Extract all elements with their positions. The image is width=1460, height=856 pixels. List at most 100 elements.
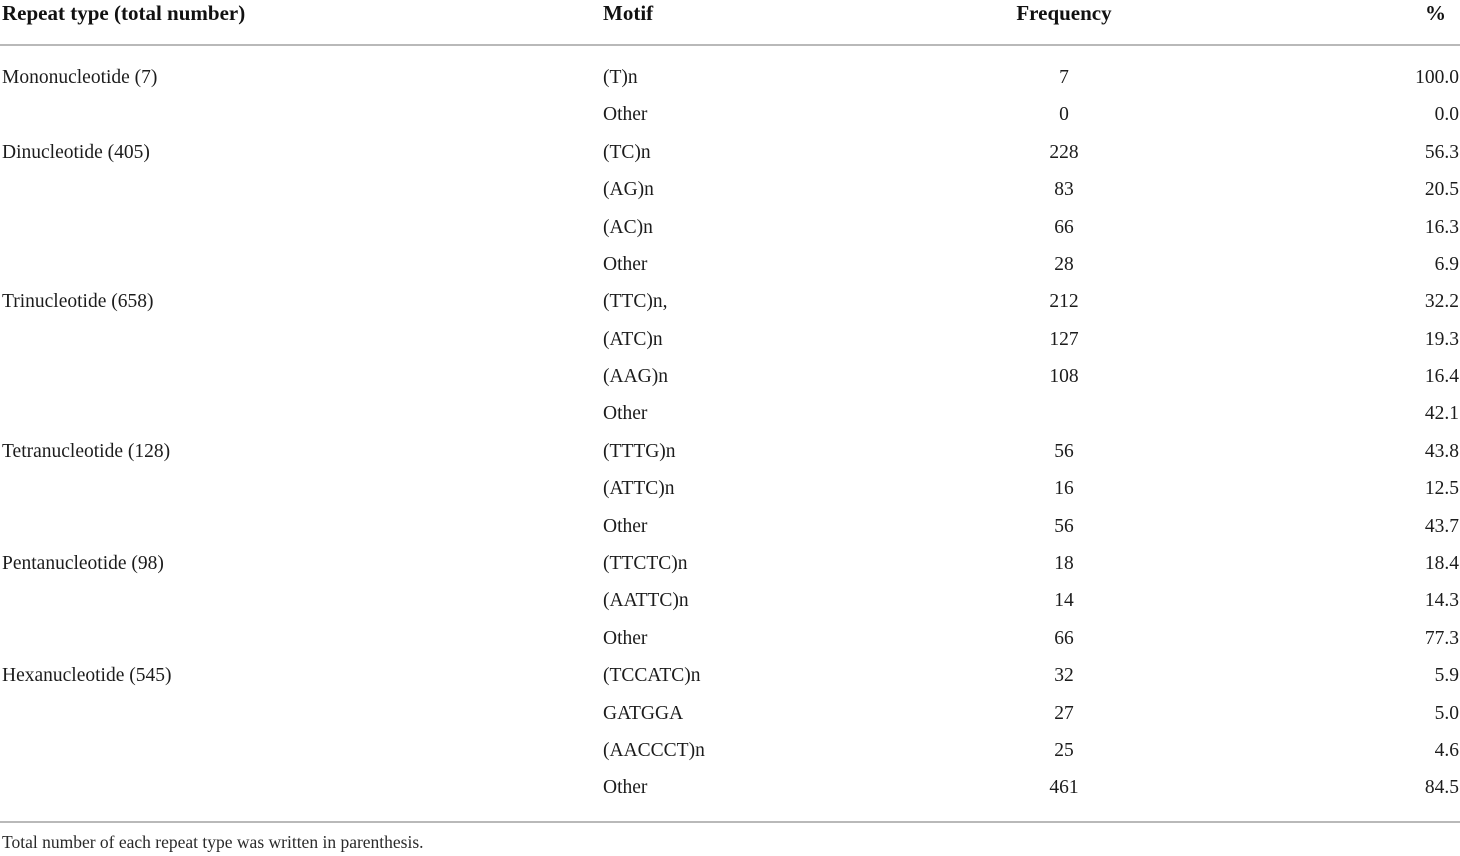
motif-cell: (AACCCT)n: [603, 739, 705, 761]
motif-cell: (AATTC)n: [603, 590, 689, 612]
repeat-type-cell: [0, 508, 600, 545]
table-row: (ATC)n 127 19.3: [0, 321, 1460, 358]
table-row: Mononucleotide (7) (T)n 7 100.0: [0, 46, 1460, 96]
repeat-type-cell: [0, 358, 600, 395]
frequency-cell: 27: [1054, 702, 1074, 724]
table-row: Pentanucleotide (98) (TTCTC)n 18 18.4: [0, 545, 1460, 582]
motif-cell: (AG)n: [603, 179, 654, 201]
motif-cell: (TTCTC)n: [603, 553, 688, 575]
motif-cell: GATGGA: [603, 702, 684, 724]
repeat-type-cell: [0, 209, 600, 246]
percent-cell: 43.8: [1424, 440, 1459, 462]
table-row: Tetranucleotide (128) (TTTG)n 56 43.8: [0, 433, 1460, 470]
motif-cell: Other: [603, 515, 648, 537]
frequency-cell: 7: [1059, 66, 1069, 88]
repeat-type-cell: [0, 396, 600, 433]
repeat-type-cell: [0, 96, 600, 133]
repeat-type-cell: [0, 171, 600, 208]
table-footnote: Total number of each repeat type was wri…: [2, 831, 424, 852]
frequency-cell: 228: [1049, 141, 1079, 163]
percent-cell: 12.5: [1424, 478, 1459, 500]
table-row: Other 56 43.7: [0, 508, 1460, 545]
frequency-cell: 25: [1054, 739, 1074, 761]
percent-cell: 0.0: [1434, 104, 1459, 126]
percent-cell: 32.2: [1424, 291, 1459, 313]
header-repeat-type: Repeat type (total number): [0, 0, 600, 46]
frequency-cell: 108: [1049, 366, 1079, 388]
table-row: (AC)n 66 16.3: [0, 209, 1460, 246]
percent-cell: 5.9: [1434, 665, 1459, 687]
table-row: Other 66 77.3: [0, 620, 1460, 657]
header-motif: Motif: [600, 0, 930, 46]
repeat-type-cell: [0, 582, 600, 619]
repeat-type-cell: [0, 246, 600, 283]
frequency-cell: 28: [1054, 253, 1074, 275]
header-frequency: Frequency: [930, 0, 1198, 46]
percent-cell: 6.9: [1434, 253, 1459, 275]
table-header: Repeat type (total number) Motif Frequen…: [0, 0, 1460, 46]
percent-cell: 14.3: [1424, 590, 1459, 612]
frequency-cell: 461: [1049, 777, 1079, 799]
percent-cell: 19.3: [1424, 328, 1459, 350]
table-row: (AAG)n 108 16.4: [0, 358, 1460, 395]
repeat-type-cell: [0, 321, 600, 358]
percent-cell: 77.3: [1424, 627, 1459, 649]
repeat-type-cell: [0, 695, 600, 732]
frequency-cell: 32: [1054, 665, 1074, 687]
percent-cell: 43.7: [1424, 515, 1459, 537]
repeat-type-cell: Dinucleotide (405): [2, 141, 150, 163]
motif-cell: (ATC)n: [603, 328, 663, 350]
repeat-type-cell: Tetranucleotide (128): [2, 440, 171, 462]
repeat-type-cell: Pentanucleotide (98): [2, 553, 164, 575]
repeat-type-cell: [0, 620, 600, 657]
repeat-type-cell: [0, 769, 600, 806]
table-row: (AACCCT)n 25 4.6: [0, 732, 1460, 769]
motif-cell: Other: [603, 627, 648, 649]
table-body: Mononucleotide (7) (T)n 7 100.0 Other 0 0.0 Din…: [0, 46, 1460, 807]
percent-cell: 42.1: [1424, 403, 1459, 425]
repeat-type-cell: Mononucleotide (7): [2, 66, 158, 88]
motif-cell: (TC)n: [603, 141, 651, 163]
motif-cell: Other: [603, 104, 648, 126]
motif-cell: Other: [603, 253, 648, 275]
frequency-cell: 66: [1054, 216, 1074, 238]
motif-cell: (AAG)n: [603, 366, 668, 388]
frequency-cell: 83: [1054, 179, 1074, 201]
motif-cell: Other: [603, 403, 648, 425]
frequency-cell: [930, 396, 1198, 433]
table-row: (AATTC)n 14 14.3: [0, 582, 1460, 619]
header-percent: %: [1198, 0, 1460, 46]
table-header-row: Repeat type (total number) Motif Frequen…: [0, 0, 1460, 46]
frequency-cell: 56: [1054, 440, 1074, 462]
percent-cell: 5.0: [1434, 702, 1459, 724]
percent-cell: 84.5: [1424, 777, 1459, 799]
table-row: Other 28 6.9: [0, 246, 1460, 283]
table-row: (ATTC)n 16 12.5: [0, 470, 1460, 507]
percent-cell: 18.4: [1424, 553, 1459, 575]
table-row: Dinucleotide (405) (TC)n 228 56.3: [0, 134, 1460, 171]
table-row: Trinucleotide (658) (TTC)n, 212 32.2: [0, 283, 1460, 320]
percent-cell: 16.3: [1424, 216, 1459, 238]
table-row: Hexanucleotide (545) (TCCATC)n 32 5.9: [0, 657, 1460, 694]
motif-cell: Other: [603, 777, 648, 799]
motif-cell: (AC)n: [603, 216, 653, 238]
table-row: Other 461 84.5: [0, 769, 1460, 806]
repeat-type-cell: Hexanucleotide (545): [2, 665, 172, 687]
repeat-type-cell: Trinucleotide (658): [2, 291, 154, 313]
motif-cell: (TTC)n,: [603, 291, 668, 313]
percent-cell: 4.6: [1434, 739, 1459, 761]
table-row: Other 0 0.0: [0, 96, 1460, 133]
frequency-cell: 0: [1059, 104, 1069, 126]
table-row: GATGGA 27 5.0: [0, 695, 1460, 732]
table-row: Other 42.1: [0, 396, 1460, 433]
frequency-cell: 16: [1054, 478, 1074, 500]
table-row: (AG)n 83 20.5: [0, 171, 1460, 208]
repeat-type-cell: [0, 470, 600, 507]
percent-cell: 20.5: [1424, 179, 1459, 201]
percent-cell: 56.3: [1424, 141, 1459, 163]
frequency-cell: 14: [1054, 590, 1074, 612]
frequency-cell: 212: [1049, 291, 1079, 313]
percent-cell: 16.4: [1424, 366, 1459, 388]
table-bottom-rule: [0, 820, 1460, 823]
motif-cell: (TTTG)n: [603, 440, 676, 462]
